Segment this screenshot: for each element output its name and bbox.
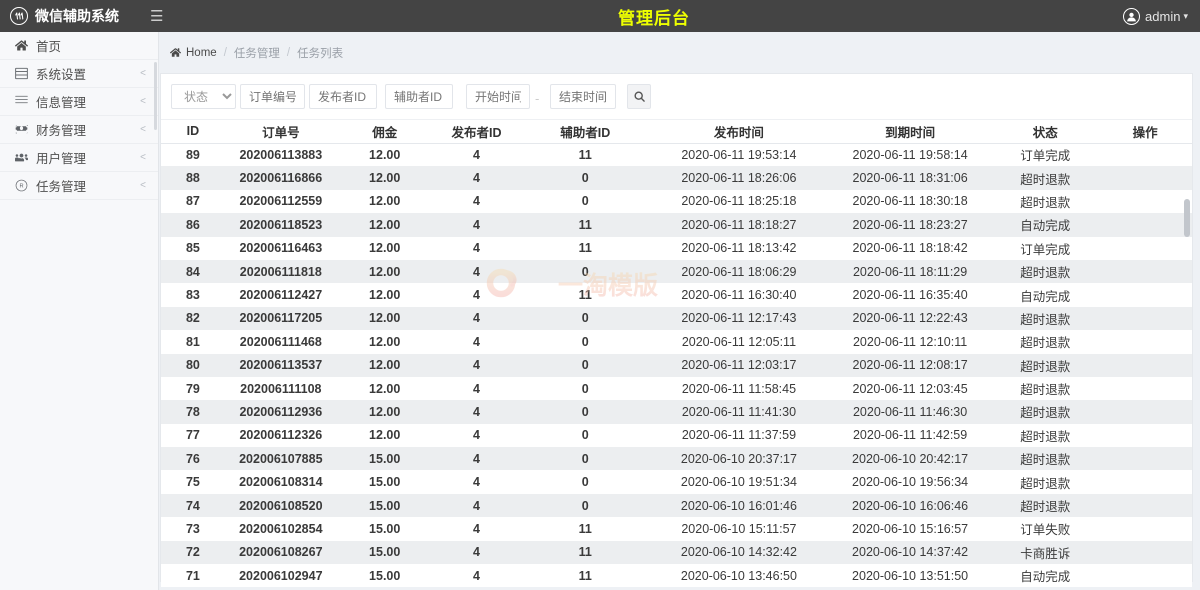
svg-text:R: R	[19, 184, 23, 190]
